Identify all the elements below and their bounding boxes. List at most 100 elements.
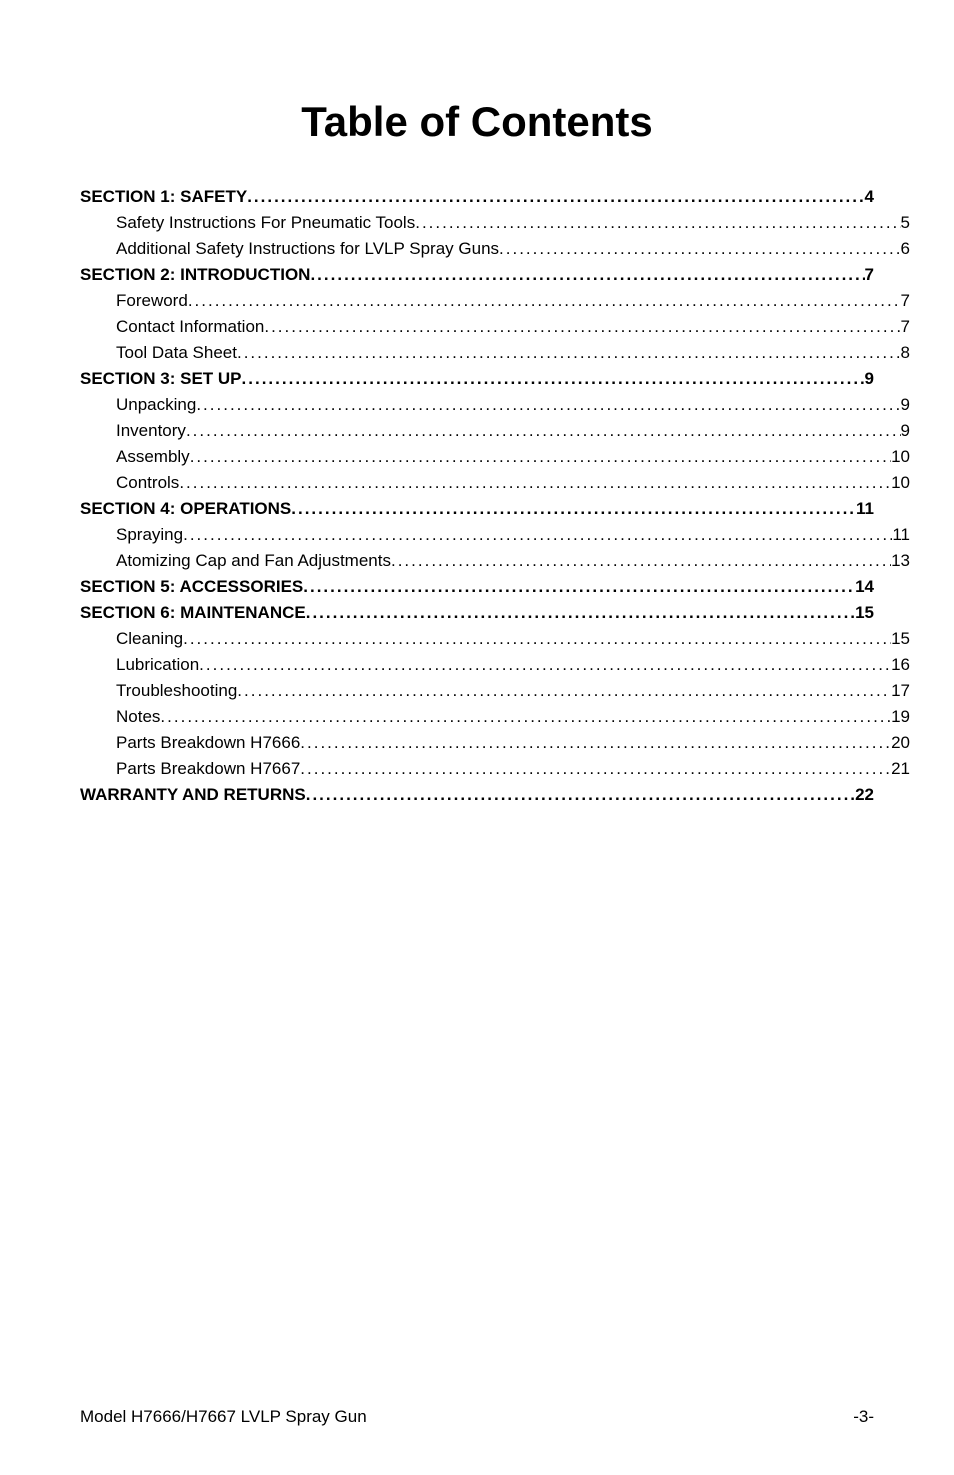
toc-leader-dots: ........................................… <box>160 704 891 730</box>
toc-row: Foreword................................… <box>80 288 910 314</box>
toc-leader-dots: ........................................… <box>183 626 891 652</box>
toc-page-number: 16 <box>891 652 910 678</box>
toc-label: Tool Data Sheet <box>116 340 237 366</box>
toc-page-number: 7 <box>901 288 910 314</box>
toc-label: Spraying <box>116 522 183 548</box>
toc-row: SECTION 1: SAFETY.......................… <box>80 184 874 210</box>
toc-row: SECTION 2: INTRODUCTION.................… <box>80 262 874 288</box>
toc-page-number: 9 <box>901 418 910 444</box>
toc-row: WARRANTY AND RETURNS....................… <box>80 782 874 808</box>
toc-label: SECTION 2: INTRODUCTION <box>80 262 310 288</box>
footer-page-number: -3- <box>853 1407 874 1427</box>
toc-leader-dots: ........................................… <box>188 288 901 314</box>
toc-row: Tool Data Sheet.........................… <box>80 340 910 366</box>
toc-label: Foreword <box>116 288 188 314</box>
toc-page-number: 8 <box>901 340 910 366</box>
toc-leader-dots: ........................................… <box>179 470 891 496</box>
toc-row: Atomizing Cap and Fan Adjustments.......… <box>80 548 910 574</box>
toc-row: Contact Information.....................… <box>80 314 910 340</box>
toc-label: Cleaning <box>116 626 183 652</box>
toc-leader-dots: ........................................… <box>186 418 901 444</box>
page-title: Table of Contents <box>80 98 874 146</box>
toc-page-number: 7 <box>865 262 874 288</box>
toc-page-number: 6 <box>901 236 910 262</box>
toc-row: Assembly................................… <box>80 444 910 470</box>
toc-page-number: 9 <box>901 392 910 418</box>
toc-row: SECTION 6: MAINTENANCE..................… <box>80 600 874 626</box>
toc-page-number: 22 <box>855 782 874 808</box>
toc-row: Unpacking...............................… <box>80 392 910 418</box>
footer-model: Model H7666/H7667 LVLP Spray Gun <box>80 1407 367 1427</box>
toc-leader-dots: ........................................… <box>199 652 891 678</box>
toc-page-number: 11 <box>856 496 874 522</box>
toc-leader-dots: ........................................… <box>264 314 900 340</box>
toc-label: Assembly <box>116 444 190 470</box>
toc-label: WARRANTY AND RETURNS <box>80 782 306 808</box>
toc-row: Lubrication.............................… <box>80 652 910 678</box>
toc-leader-dots: ........................................… <box>300 756 891 782</box>
toc-label: Notes <box>116 704 160 730</box>
toc-leader-dots: ........................................… <box>242 366 865 392</box>
toc-leader-dots: ........................................… <box>300 730 891 756</box>
toc-label: Atomizing Cap and Fan Adjustments <box>116 548 391 574</box>
toc-label: SECTION 4: OPERATIONS <box>80 496 291 522</box>
toc-row: Notes...................................… <box>80 704 910 730</box>
table-of-contents: SECTION 1: SAFETY.......................… <box>80 184 874 808</box>
toc-label: Contact Information <box>116 314 264 340</box>
toc-leader-dots: ........................................… <box>291 496 856 522</box>
toc-label: SECTION 5: ACCESSORIES <box>80 574 303 600</box>
toc-page-number: 20 <box>891 730 910 756</box>
toc-label: Safety Instructions For Pneumatic Tools <box>116 210 415 236</box>
toc-label: SECTION 6: MAINTENANCE <box>80 600 306 626</box>
toc-page-number: 17 <box>891 678 910 704</box>
toc-leader-dots: ........................................… <box>303 574 855 600</box>
toc-page-number: 7 <box>901 314 910 340</box>
toc-page-number: 15 <box>855 600 874 626</box>
toc-label: Additional Safety Instructions for LVLP … <box>116 236 499 262</box>
toc-page-number: 15 <box>891 626 910 652</box>
toc-row: Additional Safety Instructions for LVLP … <box>80 236 910 262</box>
toc-row: Controls................................… <box>80 470 910 496</box>
toc-page-number: 10 <box>891 444 910 470</box>
toc-label: Troubleshooting <box>116 678 237 704</box>
toc-page-number: 9 <box>865 366 874 392</box>
toc-row: Inventory...............................… <box>80 418 910 444</box>
toc-page-number: 14 <box>855 574 874 600</box>
toc-leader-dots: ........................................… <box>247 184 864 210</box>
toc-leader-dots: ........................................… <box>310 262 864 288</box>
toc-leader-dots: ........................................… <box>237 678 891 704</box>
toc-label: Lubrication <box>116 652 199 678</box>
toc-label: Controls <box>116 470 179 496</box>
toc-row: SECTION 3: SET UP.......................… <box>80 366 874 392</box>
toc-row: SECTION 4: OPERATIONS...................… <box>80 496 874 522</box>
toc-row: Parts Breakdown H7667...................… <box>80 756 910 782</box>
toc-row: Spraying................................… <box>80 522 910 548</box>
toc-leader-dots: ........................................… <box>237 340 901 366</box>
toc-label: SECTION 3: SET UP <box>80 366 242 392</box>
toc-page-number: 5 <box>901 210 910 236</box>
toc-leader-dots: ........................................… <box>306 782 855 808</box>
toc-row: Cleaning................................… <box>80 626 910 652</box>
toc-label: Parts Breakdown H7666 <box>116 730 300 756</box>
toc-row: Safety Instructions For Pneumatic Tools.… <box>80 210 910 236</box>
toc-label: Inventory <box>116 418 186 444</box>
toc-leader-dots: ........................................… <box>391 548 891 574</box>
toc-page-number: 11 <box>892 522 910 548</box>
toc-page-number: 10 <box>891 470 910 496</box>
toc-leader-dots: ........................................… <box>306 600 855 626</box>
toc-page-number: 4 <box>865 184 874 210</box>
toc-page-number: 21 <box>891 756 910 782</box>
toc-row: Troubleshooting.........................… <box>80 678 910 704</box>
toc-leader-dots: ........................................… <box>190 444 891 470</box>
page-footer: Model H7666/H7667 LVLP Spray Gun -3- <box>80 1407 874 1427</box>
toc-label: Parts Breakdown H7667 <box>116 756 300 782</box>
toc-page-number: 13 <box>891 548 910 574</box>
toc-label: SECTION 1: SAFETY <box>80 184 247 210</box>
toc-row: SECTION 5: ACCESSORIES..................… <box>80 574 874 600</box>
toc-page-number: 19 <box>891 704 910 730</box>
toc-leader-dots: ........................................… <box>499 236 901 262</box>
toc-leader-dots: ........................................… <box>415 210 900 236</box>
toc-leader-dots: ........................................… <box>183 522 892 548</box>
toc-label: Unpacking <box>116 392 196 418</box>
toc-row: Parts Breakdown H7666...................… <box>80 730 910 756</box>
